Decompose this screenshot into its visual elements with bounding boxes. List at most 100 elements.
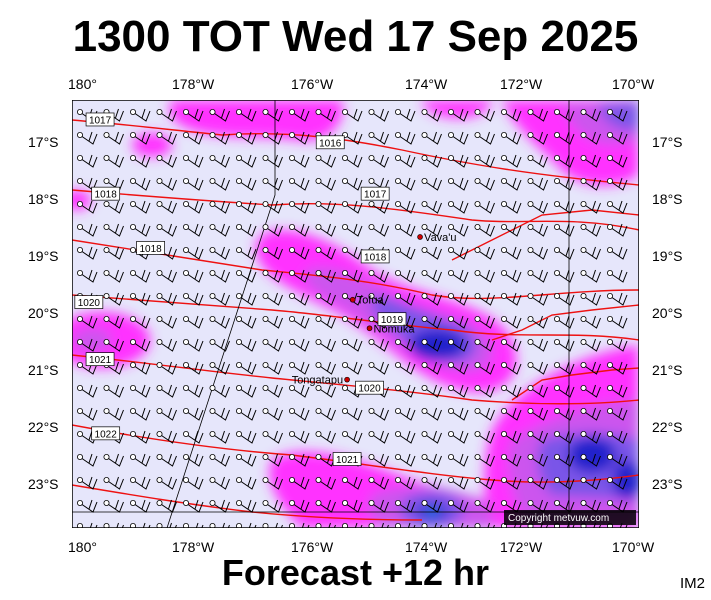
wind-barb [421,177,442,191]
wind-barb [553,246,575,260]
wind-barb [130,430,151,444]
wind-barb [288,292,310,306]
wind-barb [262,315,283,329]
wind-barb [235,108,257,122]
wind-barb [527,315,548,329]
wind-barb [130,292,151,306]
wind-barb [394,223,416,237]
svg-text:Vava'u: Vava'u [424,232,456,244]
wind-barb [527,177,548,191]
svg-text:Tongatapu: Tongatapu [292,375,343,387]
wind-barb [183,108,204,122]
wind-barb [156,407,177,421]
wind-barb [103,246,124,260]
wind-barb [527,430,548,444]
wind-barb [103,292,124,306]
wind-barb [500,269,522,283]
top-lon-label: 170°W [612,76,655,92]
wind-barb [527,131,548,145]
wind-barb [580,131,601,145]
wind-barb [341,246,363,260]
wind-barb [394,499,416,513]
wind-barb [209,361,230,375]
weather-map: 1017 1016 1018 1017 1018 1018 1019 1020 1021 1020… [71,99,640,536]
wind-barb [500,315,522,329]
wind-barb [341,338,363,352]
svg-text:1018: 1018 [364,252,387,263]
wind-barb [262,177,283,191]
isobar-label: 1017 [360,186,390,201]
place-marker: Tofua [349,295,384,307]
wind-barb [235,292,257,306]
wind-barb [235,177,257,191]
isobar-label: 1018 [91,186,121,201]
wind-barb [288,453,310,467]
wind-barb [368,407,389,421]
left-lat-label: 19°S [28,248,59,264]
bottom-lon-label: 170°W [612,539,655,555]
wind-barb [262,131,283,145]
wind-barb [103,177,124,191]
wind-barb [235,269,257,283]
wind-barb [553,223,575,237]
wind-barb [130,223,151,237]
wind-barb [288,223,310,237]
wind-barb [235,453,257,467]
wind-barb [77,154,98,168]
wind-barb [394,453,416,467]
wind-barb [527,476,548,490]
wind-barb [262,476,283,490]
wind-barb [394,177,416,191]
wind-barb [103,223,124,237]
wind-barb [103,154,124,168]
wind-barb [341,407,363,421]
wind-barb [288,499,310,513]
wind-barb [580,407,601,421]
wind-barb [235,476,257,490]
isobar-labels: 1017 1016 1018 1017 1018 1018 1019 1020 1021 1020… [74,112,407,466]
wind-barb [607,246,628,260]
wind-barb [553,384,575,398]
wind-barb [421,499,442,513]
wind-barb [209,269,230,283]
wind-barb [315,338,336,352]
isobar-label: 1020 [74,295,104,309]
wind-barb [183,361,204,375]
wind-barb [77,499,98,513]
wind-barb [447,315,469,329]
top-lon-label: 176°W [291,76,334,92]
isobar-label: 1019 [377,312,407,326]
wind-barb [500,338,522,352]
wind-barb [209,407,230,421]
wind-barb [527,154,548,168]
isobar-label: 1021 [85,352,115,366]
isobar-label: 1022 [91,426,121,440]
wind-barb [421,200,442,214]
wind-barb [103,407,124,421]
wind-barb [156,453,177,467]
wind-barb [500,177,522,191]
wind-barb [607,200,628,214]
wind-barb [262,108,283,122]
left-lat-label: 23°S [28,476,59,492]
wind-barb [368,200,389,214]
wind-barb [183,315,204,329]
wind-barb [447,292,469,306]
place-markers: Vava'u Tofua Nomuka Tongatapu [292,232,457,387]
wind-barb [103,200,124,214]
wind-barb [235,223,257,237]
wind-barb [527,499,548,513]
wind-barb [500,361,522,375]
wind-barb [580,384,601,398]
wind-barb [288,131,310,145]
wind-barb [368,292,389,306]
wind-barb [209,499,230,513]
wind-barb [580,430,601,444]
wind-barb [368,154,389,168]
wind-barb [553,338,575,352]
isobar-label: 1017 [85,112,115,126]
wind-barb [368,223,389,237]
wind-barb [288,430,310,444]
wind-barb [288,338,310,352]
wind-barb [341,315,363,329]
